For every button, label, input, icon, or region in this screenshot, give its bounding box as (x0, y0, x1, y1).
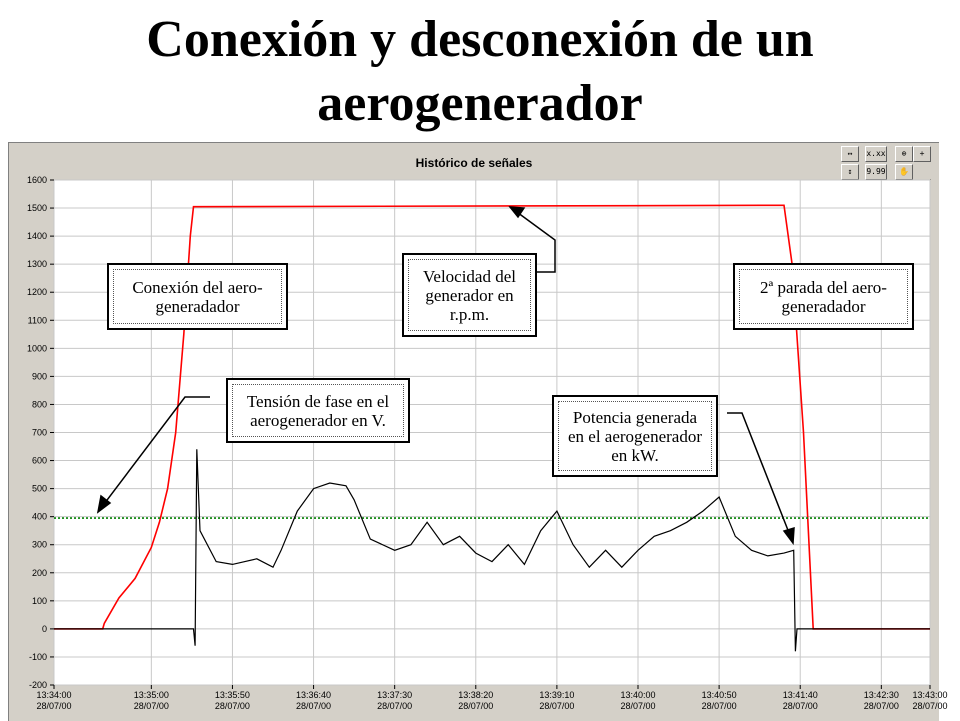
y-tick-label: 600 (32, 456, 47, 466)
y-tick-label: 300 (32, 540, 47, 550)
scale-x-button[interactable]: x.xx (865, 146, 887, 162)
x-tick-time: 13:38:20 (458, 690, 493, 700)
speed-callout-arrowhead (508, 206, 526, 219)
x-tick-time: 13:36:40 (296, 690, 331, 700)
scroll-x-button[interactable]: ↔ (841, 146, 859, 162)
stop-callout: 2ª parada del aero- generadador (733, 263, 914, 330)
power-callout-arrowhead (782, 526, 795, 546)
x-tick-date: 28/07/00 (458, 701, 493, 711)
cursor-button[interactable]: + (913, 146, 931, 162)
x-tick-date: 28/07/00 (539, 701, 574, 711)
x-tick-time: 13:41:40 (783, 690, 818, 700)
x-tick-date: 28/07/00 (864, 701, 899, 711)
y-tick-label: 100 (32, 596, 47, 606)
y-tick-label: 1100 (28, 315, 47, 325)
voltage-callout-arrowhead (96, 494, 112, 514)
y-tick-label: 1200 (27, 287, 47, 297)
connection-callout: Conexión del aero- generadador (107, 263, 288, 330)
x-tick-time: 13:39:10 (539, 690, 574, 700)
x-tick-time: 13:35:00 (134, 690, 169, 700)
panel-title: Histórico de señales (415, 156, 533, 170)
x-tick-time: 13:40:00 (620, 690, 655, 700)
connection-callout-text: Conexión del aero- generadador (113, 269, 282, 324)
y-tick-label: 1000 (27, 343, 47, 353)
y-tick-label: 0 (42, 624, 47, 634)
y-tick-label: 900 (32, 371, 47, 381)
y-tick-label: 800 (32, 399, 47, 409)
y-tick-label: 1300 (27, 259, 47, 269)
speed-callout-arrow (509, 206, 556, 273)
x-tick-date: 28/07/00 (702, 701, 737, 711)
x-tick-time: 13:37:30 (377, 690, 412, 700)
power-callout-arrow (727, 412, 794, 544)
stop-callout-text: 2ª parada del aero- generadador (739, 269, 908, 324)
y-tick-label: 500 (32, 484, 47, 494)
x-tick-time: 13:42:30 (864, 690, 899, 700)
y-tick-label: 400 (32, 512, 47, 522)
x-tick-date: 28/07/00 (377, 701, 412, 711)
y-tick-label: -100 (29, 652, 47, 662)
y-tick-label: 700 (32, 428, 47, 438)
x-tick-date: 28/07/00 (36, 701, 71, 711)
x-tick-date: 28/07/00 (912, 701, 947, 711)
x-tick-date: 28/07/00 (783, 701, 818, 711)
y-tick-label: 1400 (27, 231, 47, 241)
x-tick-time: 13:35:50 (215, 690, 250, 700)
x-tick-date: 28/07/00 (620, 701, 655, 711)
power-callout: Potencia generada en el aerogenerador en… (552, 395, 718, 477)
x-tick-date: 28/07/00 (134, 701, 169, 711)
speed-callout: Velocidad del generador en r.p.m. (402, 253, 537, 337)
x-tick-date: 28/07/00 (296, 701, 331, 711)
x-tick-time: 13:40:50 (702, 690, 737, 700)
speed-callout-text: Velocidad del generador en r.p.m. (408, 259, 531, 331)
voltage-callout-arrow (97, 396, 210, 513)
x-tick-time: 13:43:00 (912, 690, 947, 700)
y-tick-label: -200 (29, 680, 47, 690)
zoom-button[interactable]: ⊕ (895, 146, 913, 162)
callout-arrows (96, 206, 795, 546)
voltage-callout: Tensión de fase en el aerogenerador en V… (226, 378, 410, 443)
axis-ticks: 1600150014001300120011001000900800700600… (27, 175, 948, 711)
y-tick-label: 200 (32, 568, 47, 578)
y-tick-label: 1500 (27, 203, 47, 213)
slide-title: Conexión y desconexión de un aerogenerado… (146, 11, 814, 132)
power-series-line (54, 449, 930, 652)
x-tick-date: 28/07/00 (215, 701, 250, 711)
y-tick-label: 1600 (27, 175, 47, 185)
x-tick-time: 13:34:00 (36, 690, 71, 700)
power-callout-text: Potencia generada en el aerogenerador en… (558, 401, 712, 471)
voltage-callout-text: Tensión de fase en el aerogenerador en V… (232, 384, 404, 437)
